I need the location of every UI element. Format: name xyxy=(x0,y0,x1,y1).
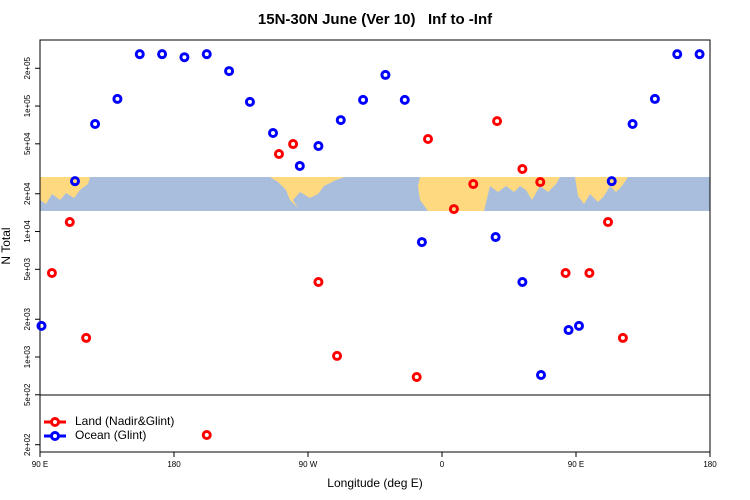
point xyxy=(36,320,47,331)
x-axis-label: Longitude (deg E) xyxy=(327,476,422,490)
point xyxy=(603,217,614,228)
y-tick-label: 2e+02 xyxy=(23,433,32,456)
point xyxy=(358,94,369,105)
x-tick-label: 90 E xyxy=(32,460,48,469)
point xyxy=(81,332,92,343)
point xyxy=(694,49,705,60)
legend-marker xyxy=(50,431,60,441)
point xyxy=(313,277,324,288)
point xyxy=(268,127,279,138)
point xyxy=(273,148,284,159)
point xyxy=(573,320,584,331)
point xyxy=(584,268,595,279)
point xyxy=(617,332,628,343)
y-tick-label: 1e+04 xyxy=(23,220,32,243)
point xyxy=(201,430,212,441)
point xyxy=(492,116,503,127)
point xyxy=(288,139,299,150)
point xyxy=(46,268,57,279)
point xyxy=(244,96,255,107)
land xyxy=(418,177,560,211)
y-tick-label: 2e+04 xyxy=(23,182,32,205)
point xyxy=(448,204,459,215)
y-tick-label: 1e+03 xyxy=(23,345,32,368)
x-tick-label: 180 xyxy=(167,460,181,469)
y-tick-label: 5e+03 xyxy=(23,258,32,281)
point xyxy=(411,371,422,382)
point xyxy=(157,49,168,60)
point xyxy=(380,69,391,80)
point xyxy=(179,52,190,63)
point xyxy=(627,119,638,130)
point xyxy=(535,177,546,188)
point xyxy=(224,66,235,77)
legend-marker xyxy=(50,417,60,427)
y-axis-label: N Total xyxy=(0,227,13,264)
chart-title: 15N-30N June (Ver 10) Inf to -Inf xyxy=(258,11,493,28)
legend-label: Ocean (Glint) xyxy=(75,428,146,442)
point xyxy=(134,49,145,60)
point xyxy=(90,119,101,130)
point xyxy=(490,232,501,243)
x-tick-label: 90 W xyxy=(299,460,318,469)
point xyxy=(332,350,343,361)
point xyxy=(563,325,574,336)
point xyxy=(423,134,434,145)
point xyxy=(416,237,427,248)
point xyxy=(313,141,324,152)
point xyxy=(649,93,660,104)
point xyxy=(672,49,683,60)
legend-label: Land (Nadir&Glint) xyxy=(75,414,174,428)
point xyxy=(536,369,547,380)
x-tick-label: 180 xyxy=(703,460,717,469)
plot-frame xyxy=(39,39,711,453)
point xyxy=(468,179,479,190)
point xyxy=(399,94,410,105)
point xyxy=(112,93,123,104)
point xyxy=(335,115,346,126)
map-band xyxy=(40,177,710,211)
x-tick-label: 0 xyxy=(440,460,445,469)
x-tick-label: 90 E xyxy=(568,460,584,469)
y-tick-label: 5e+04 xyxy=(23,132,32,155)
point xyxy=(201,49,212,60)
y-tick-label: 2e+03 xyxy=(23,307,32,330)
point xyxy=(560,268,571,279)
y-tick-label: 5e+02 xyxy=(23,383,32,406)
y-tick-label: 2e+05 xyxy=(23,56,32,79)
land xyxy=(270,177,345,208)
point xyxy=(69,176,80,187)
point xyxy=(517,277,528,288)
point xyxy=(517,164,528,175)
point xyxy=(294,160,305,171)
point xyxy=(64,217,75,228)
y-tick-label: 1e+05 xyxy=(23,94,32,117)
point xyxy=(606,176,617,187)
